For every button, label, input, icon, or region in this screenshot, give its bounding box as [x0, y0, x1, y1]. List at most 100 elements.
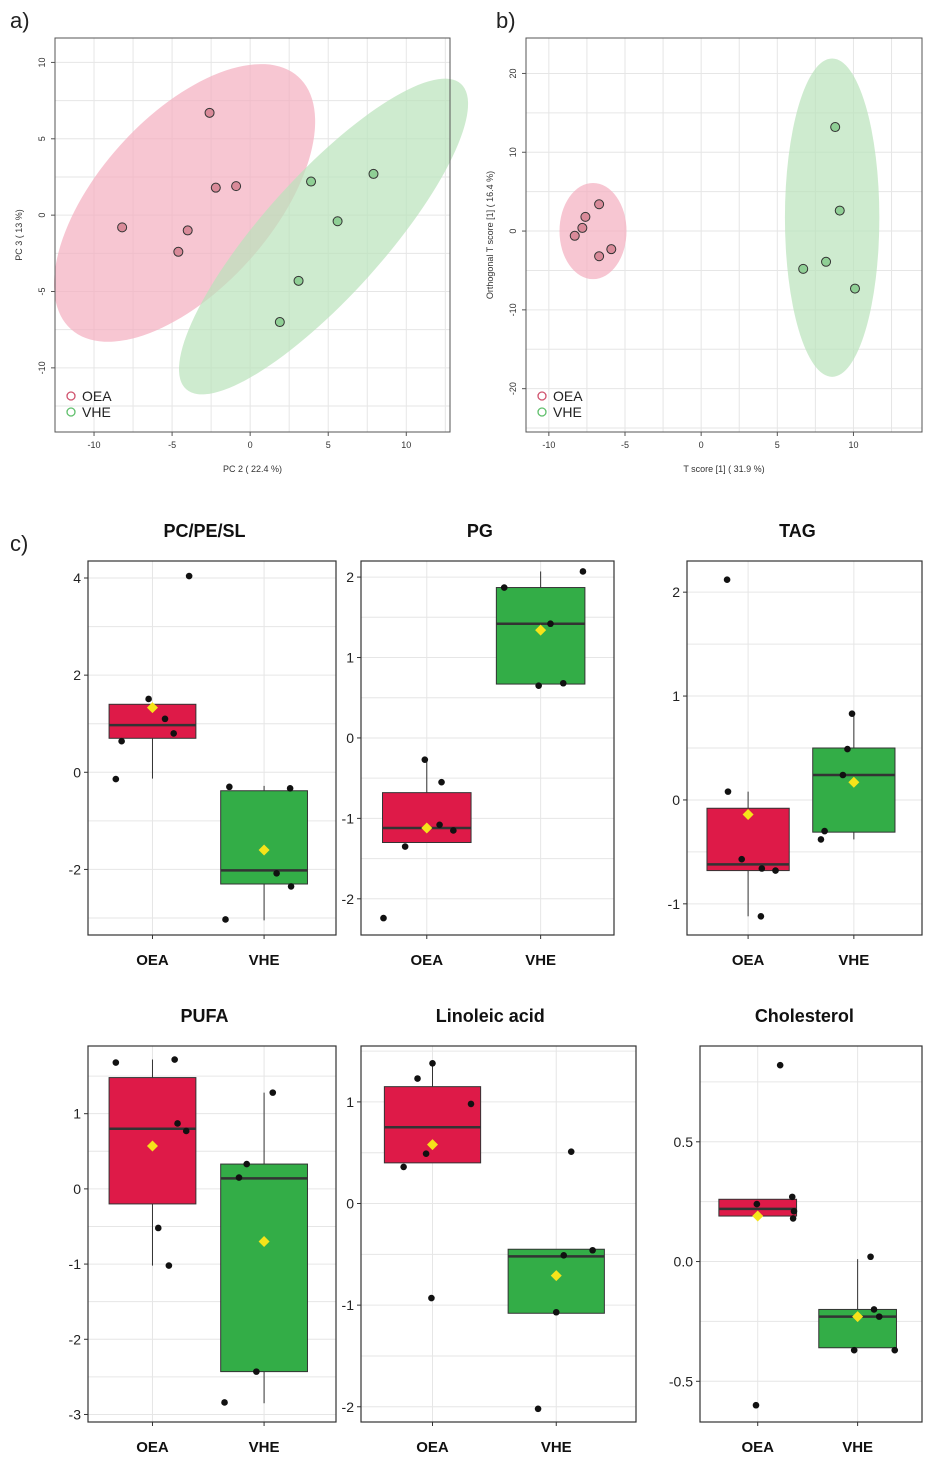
data-point-vhe: [821, 827, 828, 835]
data-point-vhe: [273, 870, 280, 877]
box-vhe: [220, 1163, 308, 1373]
mean-marker-oea: [752, 1210, 764, 1222]
data-point-oea: [753, 1200, 761, 1208]
data-point-oea: [594, 199, 605, 210]
y-tick-label: -1: [342, 810, 355, 826]
x-tick-label: 10: [401, 440, 411, 450]
data-point-oea: [112, 775, 120, 783]
data-point-vhe: [839, 771, 847, 779]
data-point-oea: [145, 695, 152, 703]
y-tick-label: -2: [69, 1331, 82, 1347]
boxplot-title: TAG: [779, 521, 816, 541]
legend-label-vhe: VHE: [553, 404, 582, 420]
data-point-oea: [210, 182, 221, 193]
data-point-oea: [752, 1401, 760, 1409]
mean-marker-vhe: [535, 624, 547, 636]
data-point-oea: [401, 843, 409, 850]
y-tick-label: -1: [342, 1297, 355, 1313]
y-tick-label: 0: [346, 1196, 354, 1212]
data-point-oea: [429, 1059, 436, 1067]
data-point-vhe: [848, 710, 856, 718]
y-tick-label: 1: [73, 1106, 81, 1122]
y-axis-label: PC 3 ( 13 %): [14, 209, 24, 261]
data-point-vhe: [226, 783, 233, 791]
data-point-oea: [450, 827, 457, 834]
category-label-vhe: VHE: [525, 952, 556, 969]
data-point-oea: [776, 1061, 784, 1069]
y-tick-label: -1: [69, 1256, 82, 1272]
data-point-oea: [182, 225, 193, 236]
data-point-oea: [789, 1215, 797, 1222]
data-point-oea: [738, 855, 746, 863]
y-tick-label: -2: [69, 861, 82, 877]
data-point-oea: [758, 865, 766, 872]
x-tick-label: -5: [168, 440, 176, 450]
y-tick-label: -10: [508, 303, 518, 316]
data-point-oea: [171, 1056, 178, 1063]
data-point-vhe: [286, 785, 294, 792]
box-vhe: [812, 747, 896, 833]
data-point-vhe: [798, 263, 809, 274]
y-tick-label: -20: [508, 382, 518, 395]
box-vhe: [507, 1248, 605, 1314]
legend-key-oea: [66, 391, 76, 401]
data-point-oea: [400, 1163, 407, 1171]
plot-frame: [699, 1045, 923, 1423]
data-point-oea: [182, 1127, 190, 1135]
category-label-oea: OEA: [732, 952, 765, 969]
mean-marker-vhe: [258, 844, 270, 856]
boxplot-panel-linoleic-acid: OEA VHE -2 -1 0 1 Linoleic acid: [342, 1006, 637, 1456]
data-point-oea: [436, 821, 443, 829]
plot-frame: [87, 560, 337, 936]
y-tick-label: 1: [346, 1094, 354, 1110]
plot-frame: [87, 1045, 337, 1423]
data-point-vhe: [368, 168, 379, 179]
data-point-vhe: [500, 584, 508, 591]
legend-key-oea: [537, 391, 547, 401]
category-label-vhe: VHE: [838, 952, 869, 969]
box-oea: [383, 1086, 482, 1164]
box-vhe: [220, 790, 308, 885]
data-point-vhe: [534, 1405, 542, 1413]
x-tick-label: 5: [326, 440, 331, 450]
data-point-oea: [421, 756, 429, 763]
data-point-vhe: [867, 1253, 874, 1261]
y-tick-label: -3: [69, 1406, 82, 1422]
y-tick-label: 0: [37, 213, 47, 218]
y-tick-label: -1: [668, 896, 681, 912]
panel-label-c: c): [10, 531, 28, 556]
data-point-vhe: [817, 836, 825, 843]
y-tick-label: 2: [672, 584, 680, 600]
y-tick-label: 1: [346, 650, 354, 666]
data-point-vhe: [821, 256, 832, 267]
data-point-vhe: [870, 1306, 878, 1313]
x-tick-label: 5: [775, 440, 780, 450]
plot-frame: [360, 560, 615, 936]
data-point-oea: [724, 788, 732, 795]
data-point-oea: [173, 246, 184, 257]
data-point-oea: [174, 1120, 181, 1127]
boxplot-panel-pufa: OEA VHE -3 -2 -1 0 1 PUFA: [69, 1006, 337, 1456]
data-point-oea: [772, 867, 779, 874]
data-point-oea: [170, 730, 177, 737]
data-point-vhe: [222, 916, 229, 923]
x-axis-label: PC 2 ( 22.4 %): [223, 464, 282, 474]
data-point-vhe: [221, 1399, 228, 1406]
data-point-vhe: [559, 679, 567, 687]
plot-frame: [525, 37, 923, 433]
y-tick-label: 4: [73, 570, 81, 586]
mean-marker-oea: [427, 1139, 438, 1151]
data-point-vhe: [269, 1089, 277, 1096]
data-point-oea: [117, 222, 128, 233]
category-label-vhe: VHE: [249, 952, 280, 969]
data-point-oea: [594, 251, 605, 262]
y-tick-label: 0.5: [674, 1134, 694, 1150]
data-point-oea: [580, 211, 591, 222]
y-tick-label: 2: [73, 667, 81, 683]
boxplot-title: PC/PE/SL: [164, 521, 246, 541]
y-tick-label: 0: [672, 792, 680, 808]
data-point-vhe: [830, 122, 841, 133]
data-point-vhe: [844, 745, 851, 753]
y-tick-label: 2: [346, 569, 354, 585]
panel-label-a: a): [10, 8, 30, 33]
